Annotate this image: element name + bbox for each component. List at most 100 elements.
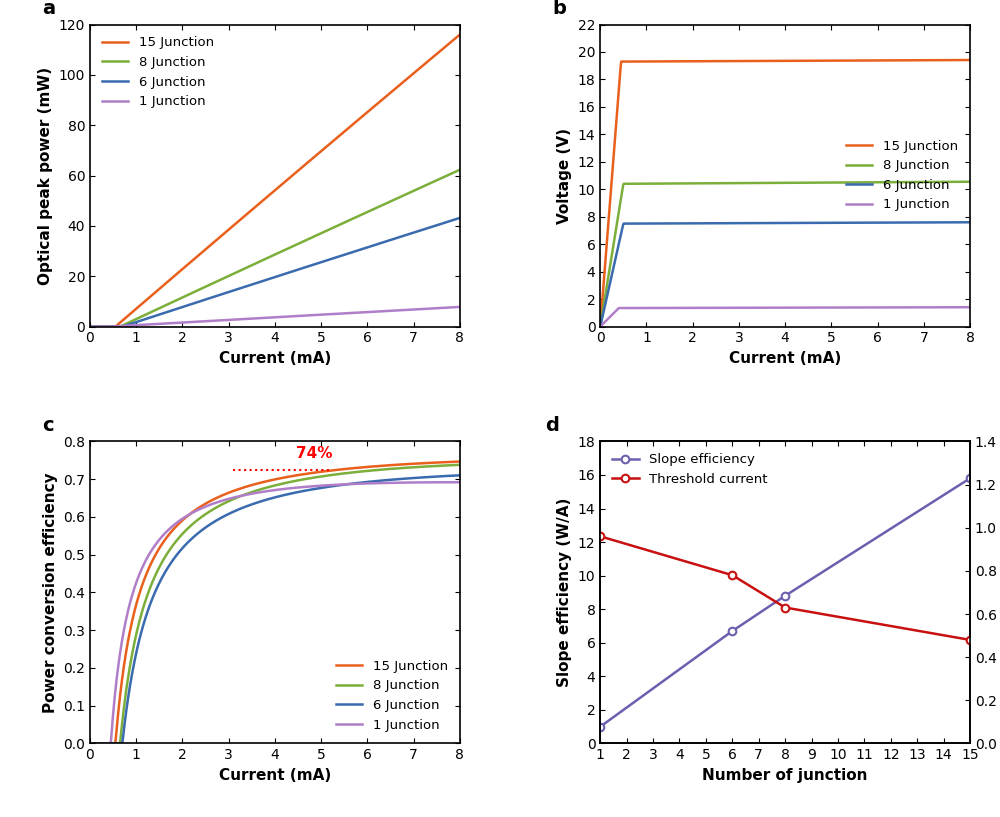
- 6 Junction: [660, 218, 672, 228]
- Threshold current: [964, 635, 976, 645]
- Slope efficiency: [779, 591, 791, 600]
- 1 Junction: [179, 318, 191, 328]
- 8 Junction: [873, 177, 885, 187]
- 15 Junction: [302, 469, 314, 479]
- 8 Junction: [362, 466, 374, 475]
- 8 Junction: [302, 234, 314, 244]
- 6 Junction: [302, 485, 314, 495]
- 15 Junction: [762, 56, 774, 66]
- 1 Junction: [149, 540, 161, 550]
- 1 Junction: [362, 307, 374, 317]
- 8 Junction: [149, 570, 161, 580]
- 6 Junction: [964, 217, 976, 227]
- 8 Junction: [84, 739, 96, 748]
- 6 Junction: [873, 217, 885, 227]
- Slope efficiency: [594, 721, 606, 731]
- 6 Junction: [84, 739, 96, 748]
- 8 Junction: [149, 305, 161, 315]
- Line: 15 Junction: 15 Junction: [600, 60, 970, 327]
- Line: 8 Junction: 8 Junction: [90, 170, 460, 327]
- 15 Junction: [362, 106, 374, 116]
- X-axis label: Number of junction: Number of junction: [702, 768, 868, 783]
- 6 Junction: [841, 218, 853, 228]
- 8 Junction: [179, 292, 191, 301]
- 6 Junction: [331, 252, 343, 262]
- 6 Junction: [251, 278, 263, 288]
- 6 Junction: [84, 322, 96, 332]
- Threshold current: [726, 570, 738, 580]
- 8 Junction: [812, 178, 824, 188]
- 6 Junction: [454, 471, 466, 480]
- Y-axis label: Slope efficiency (W/A): Slope efficiency (W/A): [557, 498, 572, 687]
- 15 Junction: [331, 133, 343, 143]
- 15 Junction: [594, 322, 606, 332]
- X-axis label: Current (mA): Current (mA): [219, 768, 331, 783]
- Line: 1 Junction: 1 Junction: [600, 307, 970, 327]
- 15 Junction: [660, 56, 672, 66]
- Line: 15 Junction: 15 Junction: [90, 462, 460, 743]
- Threshold current: [594, 531, 606, 541]
- 1 Junction: [841, 302, 853, 312]
- 15 Junction: [964, 55, 976, 65]
- 1 Junction: [454, 477, 466, 487]
- 6 Junction: [454, 213, 466, 223]
- Line: 6 Junction: 6 Junction: [600, 222, 970, 327]
- 1 Junction: [454, 302, 466, 312]
- 8 Junction: [251, 258, 263, 268]
- 1 Junction: [84, 322, 96, 332]
- 1 Junction: [812, 302, 824, 312]
- X-axis label: Current (mA): Current (mA): [219, 351, 331, 366]
- Y-axis label: Voltage (V): Voltage (V): [557, 127, 572, 224]
- 15 Junction: [454, 29, 466, 39]
- Legend: 15 Junction, 8 Junction, 6 Junction, 1 Junction: 15 Junction, 8 Junction, 6 Junction, 1 J…: [841, 134, 963, 217]
- 6 Junction: [149, 311, 161, 321]
- 15 Junction: [251, 200, 263, 210]
- 15 Junction: [179, 262, 191, 272]
- Y-axis label: Optical peak power (mW): Optical peak power (mW): [38, 66, 53, 284]
- 6 Junction: [251, 498, 263, 507]
- Legend: 15 Junction, 8 Junction, 6 Junction, 1 Junction: 15 Junction, 8 Junction, 6 Junction, 1 J…: [331, 654, 453, 737]
- 1 Junction: [179, 512, 191, 522]
- Line: 15 Junction: 15 Junction: [90, 34, 460, 327]
- 8 Junction: [362, 207, 374, 217]
- 8 Junction: [251, 485, 263, 495]
- Threshold current: [779, 603, 791, 613]
- 6 Junction: [762, 218, 774, 228]
- Line: Slope efficiency: Slope efficiency: [596, 475, 974, 730]
- 6 Junction: [689, 218, 701, 228]
- 15 Junction: [454, 457, 466, 467]
- Line: 6 Junction: 6 Junction: [90, 218, 460, 327]
- 8 Junction: [179, 526, 191, 536]
- Text: c: c: [42, 417, 54, 435]
- Text: 74%: 74%: [296, 446, 332, 461]
- Line: Threshold current: Threshold current: [596, 533, 974, 644]
- 1 Junction: [964, 302, 976, 312]
- Slope efficiency: [964, 473, 976, 483]
- 15 Junction: [149, 550, 161, 560]
- X-axis label: Current (mA): Current (mA): [729, 351, 841, 366]
- 8 Junction: [762, 178, 774, 188]
- 15 Junction: [84, 322, 96, 332]
- 1 Junction: [660, 303, 672, 313]
- 15 Junction: [812, 56, 824, 65]
- 15 Junction: [302, 158, 314, 167]
- 8 Junction: [454, 460, 466, 470]
- Text: b: b: [552, 0, 566, 19]
- 1 Junction: [594, 322, 606, 332]
- 15 Junction: [841, 56, 853, 65]
- 1 Junction: [302, 310, 314, 320]
- 15 Junction: [179, 513, 191, 523]
- 8 Junction: [84, 322, 96, 332]
- 6 Junction: [362, 242, 374, 252]
- 15 Junction: [331, 465, 343, 475]
- 1 Junction: [331, 480, 343, 489]
- 8 Junction: [964, 176, 976, 186]
- 8 Junction: [331, 470, 343, 480]
- 15 Junction: [689, 56, 701, 66]
- 8 Junction: [660, 179, 672, 189]
- 6 Junction: [149, 587, 161, 596]
- 8 Junction: [302, 474, 314, 484]
- Y-axis label: Power conversion efficiency: Power conversion efficiency: [43, 472, 58, 712]
- 15 Junction: [149, 288, 161, 297]
- Text: a: a: [42, 0, 55, 19]
